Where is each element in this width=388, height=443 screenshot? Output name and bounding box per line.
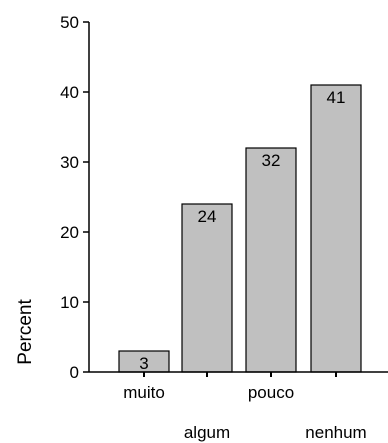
y-axis-ticks: 0 10 20 30 40 50 xyxy=(60,13,89,382)
x-category-label: algum xyxy=(184,423,230,442)
bar-value-label: 3 xyxy=(139,354,148,373)
y-axis-title: Percent xyxy=(15,299,36,365)
bar-value-label: 32 xyxy=(262,151,281,170)
y-tick-label: 10 xyxy=(60,293,79,312)
bar-nenhum xyxy=(310,84,362,373)
bars: 3 24 32 41 xyxy=(118,84,362,373)
bar-algum xyxy=(181,203,233,373)
x-category-label: muito xyxy=(123,383,165,402)
bar-value-label: 41 xyxy=(327,88,346,107)
x-category-label: pouco xyxy=(248,383,294,402)
bar-pouco xyxy=(245,147,297,373)
y-tick-label: 30 xyxy=(60,153,79,172)
y-tick-label: 20 xyxy=(60,223,79,242)
x-category-label: nenhum xyxy=(305,423,366,442)
y-tick-label: 50 xyxy=(60,13,79,32)
x-axis-labels: muito algum pouco nenhum xyxy=(123,372,367,442)
bar-value-label: 24 xyxy=(198,207,217,226)
y-tick-label: 40 xyxy=(60,83,79,102)
axes xyxy=(88,22,388,373)
y-tick-label: 0 xyxy=(70,363,79,382)
